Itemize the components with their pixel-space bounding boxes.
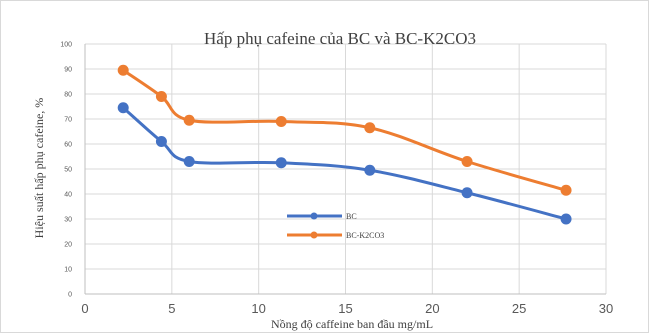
- y-tick-label: 50: [64, 167, 72, 174]
- data-point-bc: [275, 157, 287, 169]
- data-point-bc: [461, 187, 473, 199]
- y-tick-label: 10: [64, 267, 72, 274]
- legend-label-bc-k2co3: BC-K2CO3: [346, 231, 384, 240]
- legend-marker-bc: [310, 212, 318, 220]
- y-tick-label: 20: [64, 242, 72, 249]
- data-point-bc: [560, 213, 572, 225]
- x-tick-label: 20: [425, 301, 439, 316]
- y-axis-label: Hiệu suất hấp phụ cafeine, %: [32, 98, 46, 239]
- y-tick-label: 0: [68, 292, 72, 299]
- data-point-bc-k2co3: [560, 184, 572, 196]
- data-point-bc: [117, 102, 129, 114]
- series-layer: [117, 64, 572, 225]
- data-point-bc: [155, 136, 167, 147]
- data-point-bc-k2co3: [364, 122, 376, 134]
- chart-title: Hấp phụ cafeine của BC và BC-K2CO3: [204, 29, 476, 48]
- x-axis-label: Nồng độ caffeine ban đầu mg/mL: [271, 317, 433, 331]
- legend-label-bc: BC: [346, 212, 357, 221]
- y-tick-label: 60: [64, 142, 72, 149]
- data-point-bc-k2co3: [183, 114, 195, 126]
- y-tick-label: 100: [60, 42, 72, 49]
- data-point-bc-k2co3: [155, 91, 167, 102]
- x-tick-label: 5: [168, 301, 175, 316]
- y-tick-label: 70: [64, 117, 72, 124]
- x-tick-label: 30: [599, 301, 613, 316]
- data-point-bc-k2co3: [117, 64, 129, 76]
- legend-marker-bc-k2co3: [310, 231, 318, 239]
- x-tick-label: 0: [81, 301, 88, 316]
- gridlines: [85, 43, 607, 294]
- y-tick-label: 30: [64, 217, 72, 224]
- data-point-bc-k2co3: [461, 156, 473, 167]
- y-tick-label: 40: [64, 192, 72, 199]
- data-point-bc: [364, 164, 376, 176]
- legend: BC BC-K2CO3: [287, 212, 384, 240]
- y-tick-label: 80: [64, 92, 72, 99]
- x-tick-label: 10: [251, 301, 265, 316]
- axes: 0 10 20 30 40 50 60 70 80 90 100 0 5 10 15 20 25 30: [60, 42, 613, 317]
- x-tick-label: 15: [338, 301, 352, 316]
- y-tick-label: 90: [64, 67, 72, 74]
- x-tick-label: 25: [512, 301, 526, 316]
- data-point-bc-k2co3: [275, 116, 287, 127]
- data-point-bc: [183, 156, 195, 167]
